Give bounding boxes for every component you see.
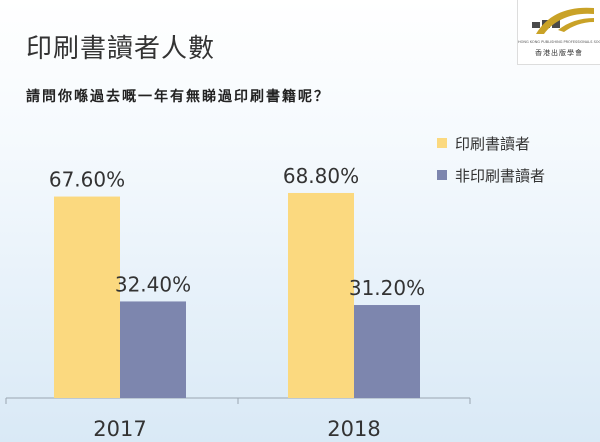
bar-2018-print [288, 192, 354, 398]
x-tick-label: 2017 [93, 417, 146, 441]
logo-chinese-name: 香港出版學會 [535, 49, 583, 57]
data-label: 32.40% [115, 272, 191, 296]
bar-2017-print [54, 196, 120, 398]
legend-swatch-print [437, 138, 447, 148]
society-logo: HONG KONG PUBLISHING PROFESSIONALS SOCIE… [517, 0, 600, 65]
legend-swatch-non-print [437, 170, 447, 180]
bar-2018-non-print [354, 305, 420, 398]
data-label: 31.20% [349, 276, 425, 300]
legend-item-non-print-readers: 非印刷書讀者 [437, 162, 545, 188]
legend-label-print: 印刷書讀者 [455, 134, 531, 153]
chart-legend: 印刷書讀者 非印刷書讀者 [437, 130, 545, 194]
page-title: 印刷書讀者人數 [26, 34, 216, 64]
x-tick-label: 2018 [327, 417, 380, 441]
data-label: 67.60% [49, 168, 125, 192]
legend-item-print-readers: 印刷書讀者 [437, 130, 545, 156]
data-label: 68.80% [283, 164, 359, 188]
logo-emblem-icon [532, 7, 594, 34]
bar-2017-non-print [120, 301, 186, 398]
survey-question: 請問你喺過去嘅一年有無睇過印刷書籍呢？ [26, 89, 330, 105]
legend-label-non-print: 非印刷書讀者 [455, 166, 546, 185]
logo-english-name: HONG KONG PUBLISHING PROFESSIONALS SOCIE… [518, 40, 600, 44]
